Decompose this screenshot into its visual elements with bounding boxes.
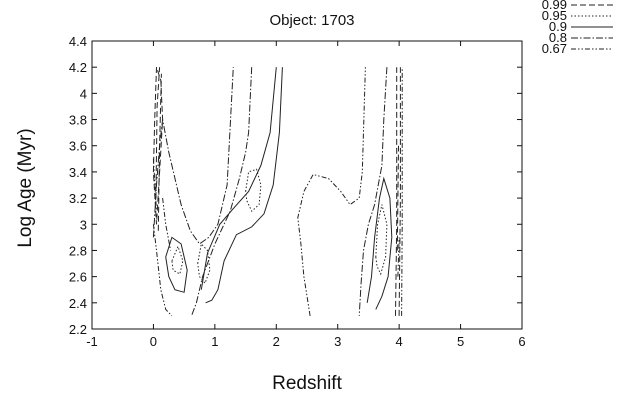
x-tick-label: 2 <box>273 334 280 349</box>
contour-line-0-95 <box>197 242 211 285</box>
contour-line-0-99 <box>155 67 161 199</box>
x-tick-label: 1 <box>211 334 218 349</box>
legend-label: 0.95 <box>542 8 567 23</box>
y-tick-label: 3.2 <box>69 191 87 206</box>
y-tick-label: 2.8 <box>69 243 87 258</box>
contour-line-0-8 <box>358 67 388 316</box>
y-tick-label: 3.6 <box>69 139 87 154</box>
contour-line-0-95 <box>171 245 184 275</box>
legend: 0.990.950.90.80.67 <box>542 0 613 56</box>
y-tick-label: 2.4 <box>69 296 87 311</box>
contour-line-0-67 <box>162 198 172 251</box>
y-tick-label: 3 <box>80 217 87 232</box>
contour-line-0-67 <box>297 67 366 316</box>
contour-line-0-8 <box>152 67 234 245</box>
legend-label: 0.8 <box>549 30 567 45</box>
y-tick-label: 3.8 <box>69 113 87 128</box>
contour-line-0-67 <box>152 224 173 317</box>
contour-line-0-67 <box>397 237 400 277</box>
contour-line-0-9 <box>165 236 188 293</box>
contour-lines <box>152 67 403 317</box>
contour-line-0-8 <box>191 67 253 317</box>
y-tick-label: 4.4 <box>69 34 87 49</box>
x-axis: -1 0 1 2 3 4 5 6 <box>86 41 526 349</box>
contour-line-0-99 <box>395 67 398 316</box>
contour-line-0-9 <box>205 67 283 304</box>
x-tick-label: 6 <box>518 334 525 349</box>
y-axis: 2.2 2.4 2.6 2.8 3 3.2 3.4 3.6 3.8 4 4.2 4.4 <box>69 34 522 337</box>
chart-title: Object: 1703 <box>269 12 354 29</box>
contour-line-0-9 <box>366 176 393 310</box>
x-axis-label: Redshift <box>272 373 342 394</box>
contour-line-0-9 <box>200 67 277 290</box>
contour-line-0-95 <box>375 204 388 276</box>
plot-frame <box>91 40 523 330</box>
y-tick-label: 4.2 <box>69 60 87 75</box>
y-tick-label: 3.4 <box>69 165 87 180</box>
contour-line-0-99 <box>157 73 162 231</box>
legend-label: 0.9 <box>549 19 567 34</box>
legend-label: 0.67 <box>542 41 567 56</box>
contour-line-0-67 <box>152 158 157 212</box>
y-axis-label: Log Age (Myr) <box>15 128 36 247</box>
contour-line-0-99 <box>152 67 164 225</box>
x-tick-label: 0 <box>150 334 157 349</box>
x-tick-label: -1 <box>86 334 98 349</box>
y-tick-label: 4 <box>80 86 87 101</box>
x-tick-label: 4 <box>396 334 403 349</box>
x-tick-label: 5 <box>457 334 464 349</box>
contour-line-0-99 <box>398 67 401 316</box>
x-tick-label: 3 <box>334 334 341 349</box>
contour-line-0-67 <box>401 67 403 316</box>
legend-label: 0.99 <box>542 0 567 12</box>
y-tick-label: 2.2 <box>69 322 87 337</box>
contour-line-0-95 <box>245 168 262 213</box>
contour-line-0-99 <box>396 145 399 251</box>
y-tick-label: 2.6 <box>69 270 87 285</box>
